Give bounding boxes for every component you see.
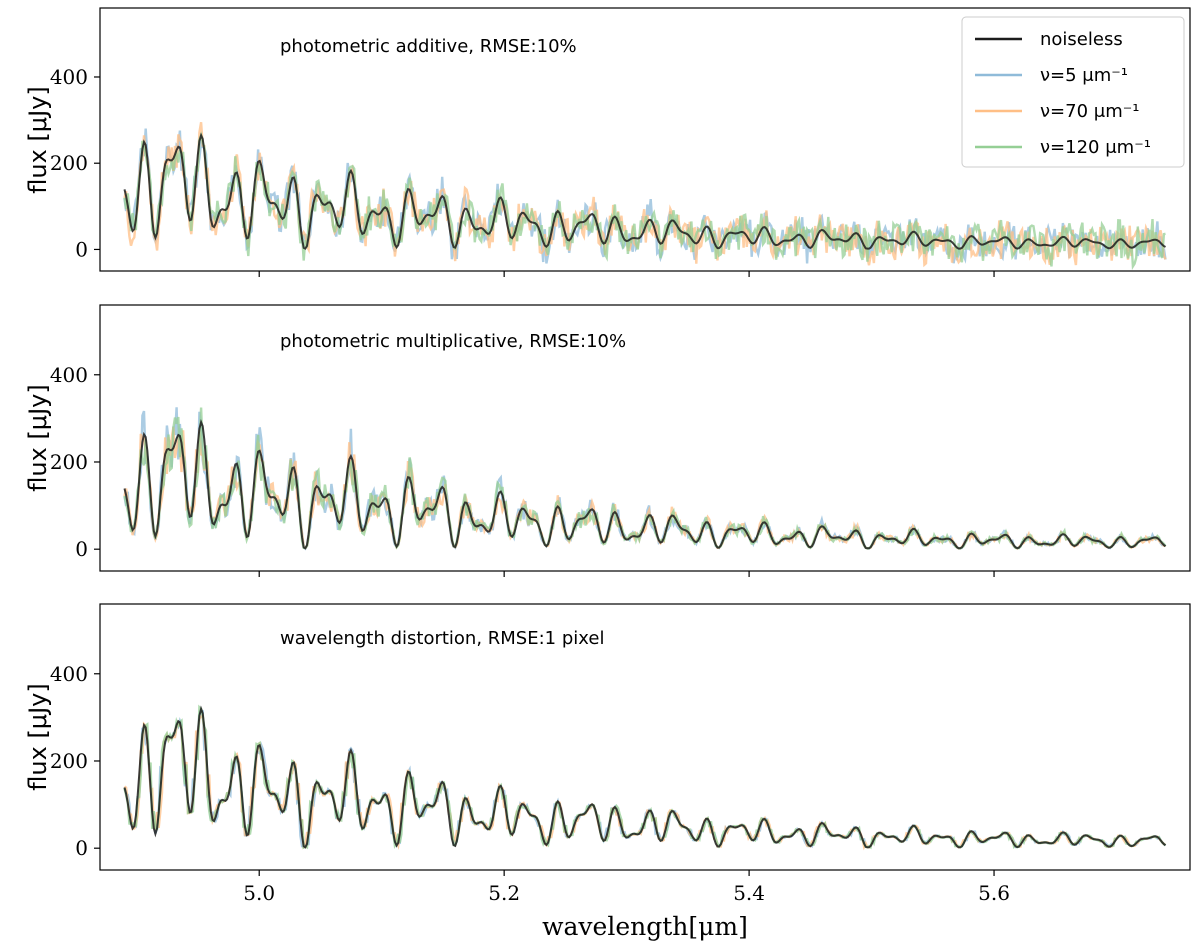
panel-title: wavelength distortion, RMSE:1 pixel bbox=[280, 628, 604, 649]
series-layer bbox=[123, 704, 1167, 851]
y-tick-label: 0 bbox=[75, 537, 88, 561]
series-line-nu-2 bbox=[123, 426, 1166, 550]
y-axis-label: flux [μJy] bbox=[24, 384, 52, 491]
x-tick-label: 5.0 bbox=[243, 881, 275, 905]
legend-label: ν=120 μm⁻¹ bbox=[1040, 137, 1151, 158]
ticks-layer: 0 200 400 bbox=[50, 65, 995, 277]
y-tick-label: 200 bbox=[50, 749, 88, 773]
legend-label: noiseless bbox=[1040, 29, 1123, 50]
series-line-noiseless bbox=[123, 705, 1167, 849]
legend-box bbox=[961, 16, 1185, 168]
panel-title: photometric multiplicative, RMSE:10% bbox=[280, 331, 626, 352]
y-tick-label: 0 bbox=[75, 836, 88, 860]
x-tick-label: 5.4 bbox=[733, 881, 765, 905]
legend-label: ν=70 μm⁻¹ bbox=[1040, 101, 1139, 122]
panel-photometric-additive: 0 200 400 photometric additive, RMSE:10% f… bbox=[24, 7, 1191, 277]
y-tick-label: 400 bbox=[50, 65, 88, 89]
x-tick-label: 5.2 bbox=[488, 881, 520, 905]
series-line-nu-3 bbox=[123, 704, 1167, 850]
x-axis-label: wavelength[μm] bbox=[542, 912, 748, 941]
panel-wavelength-distortion: 0 200 400 5.0 5.2 5.4 5.6 wavelength distortio… bbox=[24, 603, 1191, 905]
legend-entries: noiseless ν=5 μm⁻¹ ν=70 μm⁻¹ ν=120 μm⁻¹ bbox=[975, 29, 1151, 158]
plot-frame bbox=[99, 304, 1191, 572]
y-tick-label: 400 bbox=[50, 363, 88, 387]
y-tick-label: 400 bbox=[50, 662, 88, 686]
y-axis-label: flux [μJy] bbox=[24, 683, 52, 790]
x-tick-label: 5.6 bbox=[978, 881, 1010, 905]
panel-title: photometric additive, RMSE:10% bbox=[280, 36, 577, 57]
panel-photometric-multiplicative: 0 200 400 photometric multiplicative, RMSE… bbox=[24, 304, 1191, 577]
legend-label: ν=5 μm⁻¹ bbox=[1040, 65, 1128, 86]
plot-frame bbox=[99, 7, 1191, 272]
y-tick-label: 200 bbox=[50, 450, 88, 474]
plot-frame bbox=[99, 603, 1191, 871]
series-line-noiseless bbox=[123, 132, 1166, 250]
ticks-layer: 0 200 400 bbox=[50, 363, 995, 577]
y-axis-label: flux [μJy] bbox=[24, 86, 52, 193]
series-line-noiseless bbox=[123, 419, 1167, 550]
y-tick-label: 0 bbox=[75, 237, 88, 261]
legend: noiseless ν=5 μm⁻¹ ν=70 μm⁻¹ ν=120 μm⁻¹ bbox=[961, 16, 1185, 168]
y-tick-label: 200 bbox=[50, 151, 88, 175]
ticks-layer: 0 200 400 5.0 5.2 5.4 5.6 bbox=[50, 662, 1010, 905]
series-layer bbox=[123, 122, 1167, 271]
series-layer bbox=[123, 407, 1167, 551]
